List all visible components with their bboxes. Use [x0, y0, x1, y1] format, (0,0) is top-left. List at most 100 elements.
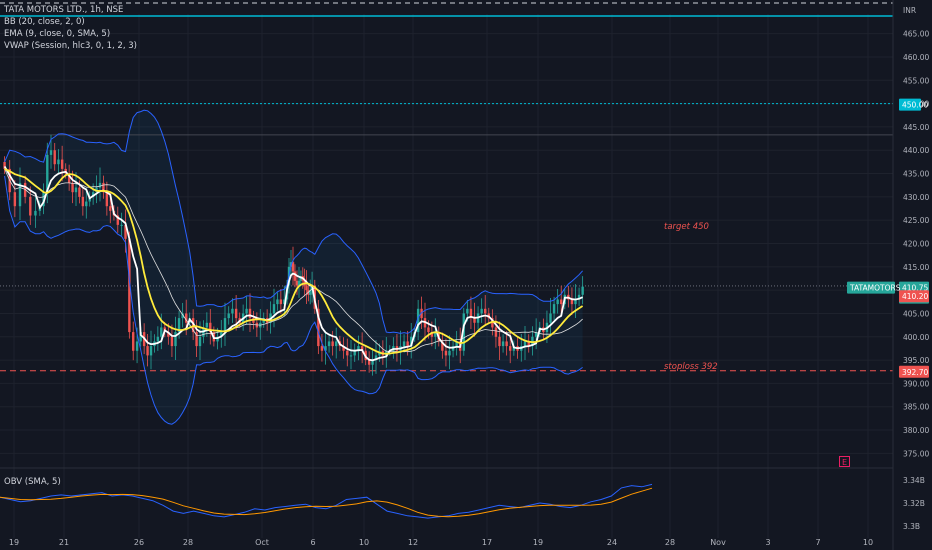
candle-body[interactable]: [34, 210, 37, 216]
candle-body[interactable]: [220, 332, 223, 337]
candle-body[interactable]: [124, 224, 127, 239]
earnings-event-marker[interactable]: E: [839, 456, 850, 467]
candle-body[interactable]: [132, 332, 135, 351]
candle-body[interactable]: [342, 346, 345, 351]
candle-body[interactable]: [29, 196, 32, 216]
candle-body[interactable]: [448, 350, 451, 356]
candle-body[interactable]: [473, 318, 476, 323]
candle-body[interactable]: [57, 159, 60, 165]
candle-body[interactable]: [455, 341, 458, 347]
candle-body[interactable]: [149, 346, 153, 356]
candle-body[interactable]: [317, 308, 320, 347]
candle-body[interactable]: [71, 182, 74, 193]
candle-body[interactable]: [512, 346, 516, 351]
candle-body[interactable]: [74, 187, 78, 193]
candle-body[interactable]: [494, 327, 498, 337]
candle-body[interactable]: [116, 215, 119, 225]
candle-body[interactable]: [234, 308, 238, 319]
candle-body[interactable]: [444, 350, 448, 356]
candle-body[interactable]: [324, 346, 327, 351]
obv-legend[interactable]: OBV (SMA, 5): [4, 477, 61, 487]
candle-body[interactable]: [480, 308, 483, 314]
candle-body[interactable]: [527, 341, 530, 347]
candle-body[interactable]: [498, 336, 501, 347]
candle-body[interactable]: [177, 318, 181, 333]
candle-body[interactable]: [549, 313, 552, 323]
candle-body[interactable]: [109, 206, 112, 211]
candle-body[interactable]: [305, 285, 308, 291]
candle-body[interactable]: [523, 341, 527, 347]
candle-body[interactable]: [139, 332, 142, 342]
candle-body[interactable]: [410, 336, 413, 347]
candle-body[interactable]: [501, 341, 505, 347]
candle-body[interactable]: [469, 308, 473, 319]
candle-body[interactable]: [49, 150, 53, 155]
candle-body[interactable]: [295, 280, 299, 286]
candle-body[interactable]: [174, 332, 177, 347]
candle-body[interactable]: [78, 187, 81, 197]
candle-body[interactable]: [209, 322, 212, 333]
candle-body[interactable]: [195, 332, 198, 347]
candle-body[interactable]: [3, 161, 6, 169]
candle-body[interactable]: [120, 224, 123, 226]
candle-body[interactable]: [402, 341, 406, 347]
candle-body[interactable]: [371, 360, 374, 365]
candle-body[interactable]: [67, 173, 71, 183]
candle-body[interactable]: [581, 286, 584, 295]
candle-body[interactable]: [367, 360, 371, 365]
candle-body[interactable]: [374, 355, 378, 361]
symbol-title[interactable]: TATA MOTORS LTD., 1h, NSE: [4, 5, 124, 15]
candle-body[interactable]: [245, 308, 248, 314]
candle-body[interactable]: [360, 346, 364, 351]
candle-body[interactable]: [570, 299, 574, 305]
candle-body[interactable]: [574, 299, 577, 305]
ema-legend[interactable]: EMA (9, close, 0, SMA, 5): [4, 29, 111, 39]
vwap-legend[interactable]: VWAP (Session, hlc3, 0, 1, 2, 3): [4, 41, 137, 51]
candle-body[interactable]: [320, 346, 324, 351]
candle-body[interactable]: [98, 182, 102, 188]
candle-body[interactable]: [279, 299, 283, 305]
candle-body[interactable]: [42, 192, 45, 207]
candle-body[interactable]: [91, 192, 95, 197]
candle-body[interactable]: [434, 332, 437, 337]
candle-body[interactable]: [505, 341, 508, 347]
obv-panel[interactable]: [0, 483, 653, 519]
candle-body[interactable]: [309, 290, 312, 295]
candle-body[interactable]: [198, 336, 202, 347]
candle-body[interactable]: [291, 262, 295, 272]
candle-body[interactable]: [427, 327, 430, 333]
candle-body[interactable]: [349, 355, 353, 357]
candle-body[interactable]: [297, 280, 301, 286]
candle-body[interactable]: [167, 332, 170, 337]
candle-body[interactable]: [353, 350, 356, 356]
candle-body[interactable]: [216, 336, 219, 342]
candle-body[interactable]: [466, 308, 469, 314]
candle-body[interactable]: [81, 196, 85, 207]
candle-body[interactable]: [13, 192, 17, 207]
candle-body[interactable]: [272, 304, 276, 314]
candle-body[interactable]: [331, 341, 334, 347]
candle-body[interactable]: [156, 336, 160, 342]
candle-body[interactable]: [484, 308, 487, 314]
candle-body[interactable]: [185, 313, 188, 323]
candle-body[interactable]: [102, 182, 105, 193]
candle-body[interactable]: [552, 304, 556, 314]
candle-body[interactable]: [560, 299, 563, 305]
candle-body[interactable]: [283, 299, 286, 305]
candle-body[interactable]: [416, 308, 420, 333]
candle-body[interactable]: [534, 332, 538, 337]
candle-body[interactable]: [248, 308, 252, 319]
symbol-price-tag[interactable]: [847, 281, 895, 294]
candle-body[interactable]: [53, 150, 56, 165]
candle-body[interactable]: [205, 322, 209, 328]
candle-body[interactable]: [509, 346, 512, 351]
target-price-tag[interactable]: [899, 98, 921, 111]
candle-body[interactable]: [346, 350, 349, 356]
bid-price-tag[interactable]: [899, 290, 929, 303]
candle-body[interactable]: [276, 299, 279, 305]
candle-body[interactable]: [577, 294, 581, 300]
candle-body[interactable]: [135, 341, 139, 351]
candle-body[interactable]: [146, 346, 149, 356]
candle-body[interactable]: [357, 346, 360, 351]
